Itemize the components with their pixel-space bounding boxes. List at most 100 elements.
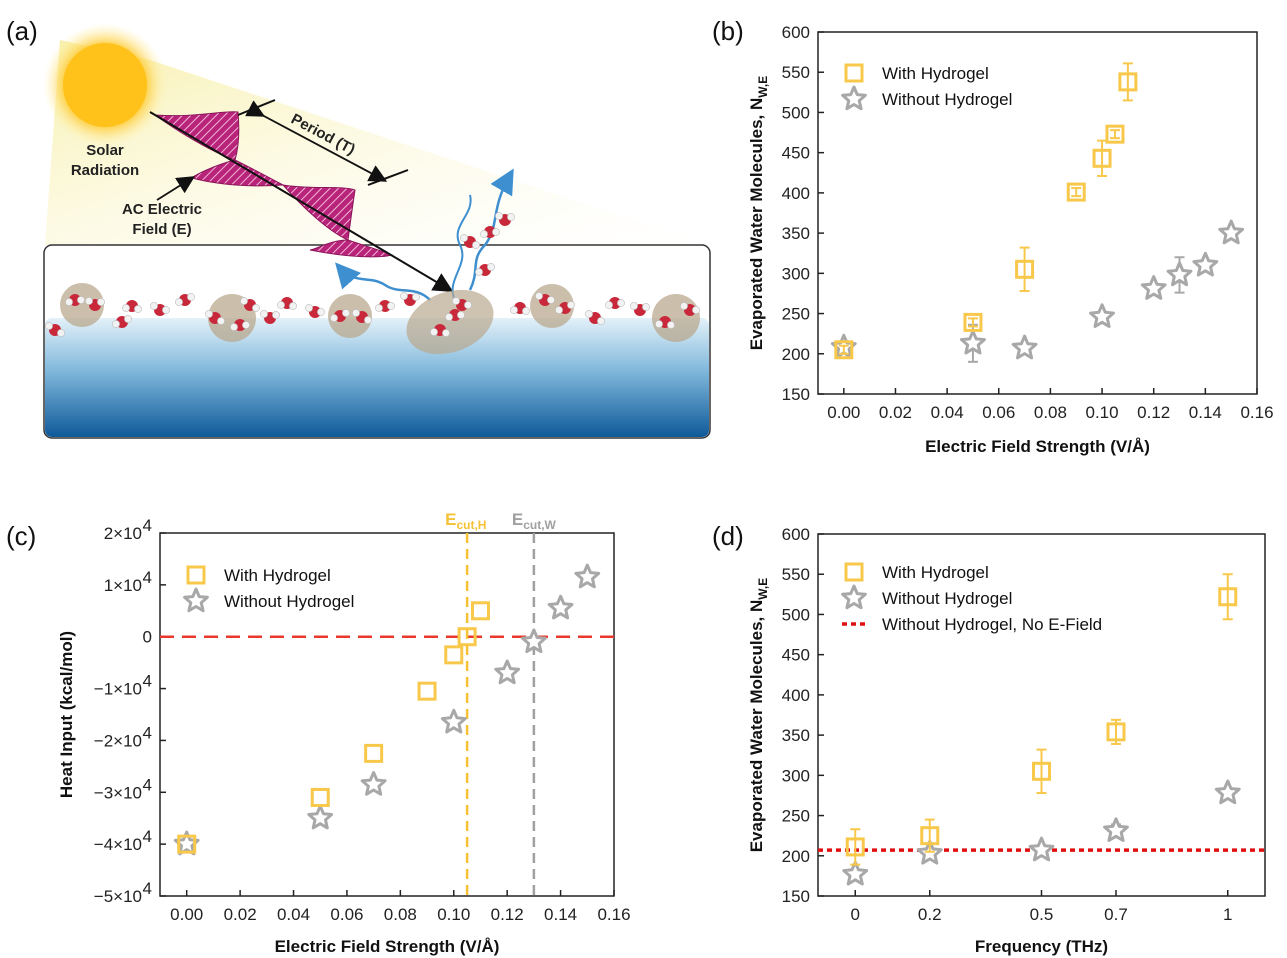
without-hydrogel-point: [547, 594, 574, 620]
solar-label-line2: Radiation: [71, 162, 139, 179]
legend-label: With Hydrogel: [224, 566, 331, 585]
without-hydrogel-point: [1089, 303, 1115, 328]
without-hydrogel-point: [1166, 261, 1193, 287]
plot-frame: [817, 31, 1258, 395]
y-tick-label: 250: [782, 305, 810, 324]
water-molecule-icon: [45, 322, 65, 337]
y-tick-label: 450: [782, 646, 810, 665]
water-body: [45, 318, 709, 437]
with-hydrogel-point: [1105, 124, 1125, 144]
water-molecule-icon: [112, 315, 132, 328]
water-molecule-icon: [375, 300, 395, 312]
x-tick-label: 0.10: [1086, 403, 1119, 422]
y-tick-label: 600: [782, 525, 810, 544]
charts: (b) 0.00 0.02 0.04 0.06 0.08 0.10 0.12 0.14 0.16 1…: [6, 16, 1274, 956]
water-molecule-icon: [240, 297, 260, 312]
x-tick-label: 0.12: [491, 905, 524, 924]
hydrogel-particle-icon: [328, 294, 372, 338]
without-hydrogel-point: [1103, 817, 1129, 842]
water-molecule-icon: [605, 297, 625, 309]
with-hydrogel-point: [963, 312, 983, 332]
water-molecule-icon: [330, 309, 350, 322]
without-hydrogel-point: [1214, 779, 1241, 805]
with-hydrogel-point: [1106, 722, 1126, 742]
y-tick-label: 500: [782, 605, 810, 624]
y-tick-label: 350: [782, 224, 810, 243]
with-hydrogel-point: [310, 787, 330, 807]
with-hydrogel-point: [457, 627, 477, 647]
with-hydrogel-point: [444, 645, 464, 665]
legend-marker: [841, 85, 867, 111]
cutoff-label-subscript: cut,W: [523, 518, 556, 532]
x-tick-label: 1: [1223, 905, 1232, 924]
x-tick-label: 0.02: [879, 403, 912, 422]
x-tick-label: 0.04: [931, 403, 964, 422]
water-molecule-icon: [555, 301, 575, 314]
y-axis-label: Evaporated Water Molecules, NW,E: [747, 578, 770, 853]
with-hydrogel-point: [920, 826, 940, 846]
with-hydrogel-point: [417, 681, 437, 701]
y-tick-label: 200: [782, 345, 810, 364]
y-tick-exponent: 4: [143, 672, 152, 691]
water-molecule-icon: [150, 302, 170, 316]
y-tick-label: 200: [782, 847, 810, 866]
x-tick-label: 0.14: [544, 905, 577, 924]
with-hydrogel-point: [1092, 148, 1112, 168]
y-axis-label: Evaporated Water Molecules, NW,E: [747, 76, 770, 351]
water-molecule-icon: [260, 310, 280, 324]
hydrogel-particle-icon: [208, 294, 256, 342]
without-hydrogel-point: [360, 771, 387, 796]
x-tick-label: 0.2: [918, 905, 942, 924]
water-molecule-icon: [535, 292, 555, 306]
x-tick-label: 0: [851, 905, 860, 924]
chart-panel-c: (c) 0.00 0.02 0.04 0.06 0.08 0.10 0.12 0.14 0.16 2…: [6, 510, 631, 956]
water-molecule-icon: [630, 302, 650, 316]
wavy-arrow-icon-up: [468, 168, 514, 291]
without-hydrogel-point: [521, 628, 547, 654]
cutoff-label: Ecut,H: [445, 510, 486, 532]
field-label-line2: Field (E): [132, 221, 191, 238]
y-tick-label: 450: [782, 144, 810, 163]
with-hydrogel-point: [834, 340, 854, 360]
y-tick-label: 300: [782, 766, 810, 785]
legend-label: With Hydrogel: [882, 64, 989, 83]
water-molecule-icon: [510, 302, 530, 315]
with-hydrogel-point: [1032, 761, 1051, 781]
hydrogel-particle-icon: [60, 283, 104, 327]
x-tick-label: 0.16: [1240, 403, 1273, 422]
water-molecule-icon: [480, 226, 500, 238]
y-tick-label: 250: [782, 807, 810, 826]
x-tick-label: 0.14: [1189, 403, 1222, 422]
water-molecule-icon: [65, 294, 85, 306]
y-tick-exponent: 4: [143, 775, 152, 794]
without-hydrogel-point: [1028, 836, 1055, 862]
legend-label: Without Hydrogel, No E-Field: [882, 615, 1102, 634]
y-axis-label-subscript: W,E: [756, 578, 770, 600]
panel-a-schematic: (a) Solar Radiation Period (T) AC Electr…: [6, 16, 711, 439]
x-axis-label: Frequency (THz): [975, 937, 1108, 956]
x-tick-label: 0.00: [170, 905, 203, 924]
without-hydrogel-point: [960, 329, 986, 355]
legend-label: Without Hydrogel: [224, 592, 354, 611]
chart-panel-d: (d) 0 0.2 0.5 0.7 1 150 200 250 300 350 400 450 500 55…: [712, 521, 1266, 956]
with-hydrogel-point: [1218, 587, 1238, 607]
with-hydrogel-point: [845, 837, 865, 857]
with-hydrogel-point: [177, 834, 197, 854]
water-molecules: [45, 212, 700, 337]
y-tick-label: 2×10: [104, 524, 142, 543]
water-molecule-icon: [680, 302, 700, 316]
y-tick-label: 550: [782, 63, 810, 82]
x-tick-label: 0.08: [384, 905, 417, 924]
water-molecule-icon: [175, 293, 195, 306]
y-tick-label: 150: [782, 887, 810, 906]
sun-core: [63, 43, 147, 127]
y-tick-label: −2×10: [94, 731, 142, 750]
with-hydrogel-point: [1118, 72, 1138, 92]
y-tick-exponent: 4: [143, 827, 152, 846]
without-hydrogel-point: [1140, 275, 1167, 300]
x-axis-label: Electric Field Strength (V/Å): [275, 937, 500, 956]
y-tick-label: 550: [782, 565, 810, 584]
water-molecule-icon: [585, 310, 605, 325]
solar-label-line1: Solar: [86, 142, 124, 159]
legend-marker: [186, 565, 206, 585]
